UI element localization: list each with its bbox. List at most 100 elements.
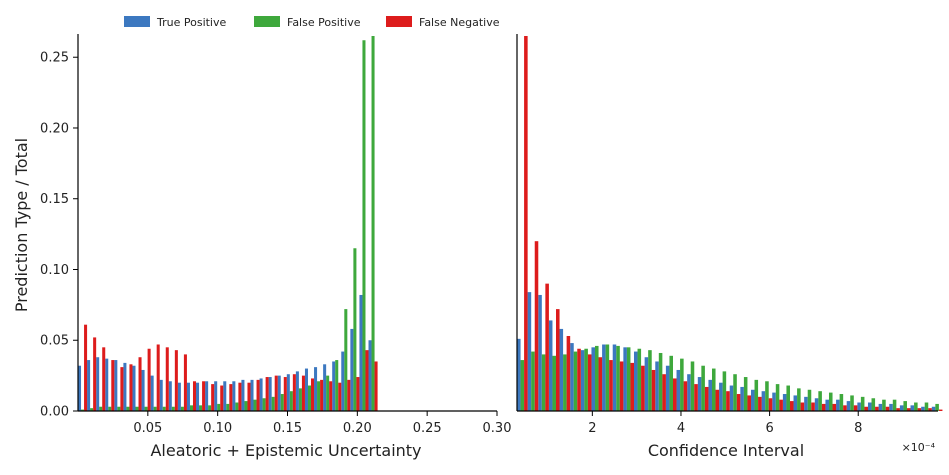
- left-bar-false-negative-14: [211, 384, 215, 411]
- right-bar-false-negative-21: [747, 395, 751, 411]
- right-bar-false-negative-15: [683, 381, 688, 411]
- left-bar-false-negative-20: [265, 377, 269, 411]
- right-bar-false-negative-19: [726, 391, 730, 411]
- right-bar-true-positive-16: [687, 374, 691, 411]
- left-bar-false-negative-24: [301, 375, 305, 411]
- left-bar-true-positive-0: [78, 365, 82, 411]
- left-bar-false-positive-31: [362, 40, 366, 411]
- right-bar-false-positive-37: [914, 402, 918, 411]
- right-bar-false-negative-35: [896, 408, 900, 411]
- right-bar-true-positive-25: [782, 394, 787, 411]
- right-bar-true-positive-9: [612, 344, 617, 411]
- right-bar-false-positive-13: [658, 352, 663, 411]
- right-bar-false-negative-29: [832, 403, 837, 411]
- right-bar-false-negative-34: [885, 406, 890, 411]
- right-bar-true-positive-18: [708, 379, 712, 411]
- right-bar-true-positive-3: [548, 320, 553, 411]
- right-bar-true-positive-20: [729, 385, 734, 411]
- left-bar-false-positive-2: [99, 406, 103, 411]
- left-bar-true-positive-12: [186, 382, 190, 411]
- left-bar-true-positive-16: [223, 381, 227, 411]
- right-bar-false-positive-10: [626, 347, 631, 411]
- left-bar-true-positive-30: [350, 328, 354, 411]
- left-bar-false-positive-23: [289, 391, 293, 411]
- left-x-tick-label-4: 0.25: [413, 421, 442, 436]
- left-bar-false-negative-30: [356, 377, 360, 411]
- right-bar-true-positive-7: [591, 347, 595, 411]
- right-bar-true-positive-22: [750, 389, 755, 411]
- right-bar-true-positive-17: [697, 377, 702, 411]
- right-bar-true-positive-38: [921, 406, 925, 411]
- left-bar-true-positive-28: [332, 361, 336, 411]
- left-bar-true-positive-15: [214, 381, 218, 411]
- left-bar-true-positive-1: [87, 360, 91, 411]
- right-bar-false-negative-36: [906, 408, 911, 411]
- right-bar-false-positive-11: [637, 348, 642, 411]
- y-tick-label-5: 0.25: [40, 51, 69, 66]
- left-bar-true-positive-14: [205, 381, 209, 411]
- left-bar-false-positive-28: [335, 360, 339, 411]
- y-tick-label-1: 0.05: [40, 334, 69, 349]
- right-bar-false-negative-30: [843, 405, 847, 411]
- left-x-tick-label-3: 0.20: [343, 421, 372, 436]
- right-x-tick-label-0: 2: [588, 421, 596, 436]
- left-x-tick-label-1: 0.10: [203, 421, 232, 436]
- right-bar-false-positive-28: [818, 391, 822, 411]
- left-bar-false-positive-4: [117, 406, 121, 411]
- right-bar-false-negative-9: [619, 361, 624, 411]
- right-bar-true-positive-35: [889, 403, 893, 411]
- left-bar-true-positive-26: [314, 367, 318, 411]
- right-bar-false-negative-5: [577, 348, 581, 411]
- left-bar-false-positive-9: [162, 406, 166, 411]
- left-bar-false-negative-23: [292, 374, 296, 411]
- right-bar-true-positive-30: [836, 399, 840, 411]
- right-bar-false-negative-18: [715, 389, 720, 411]
- right-bar-false-positive-39: [935, 403, 939, 411]
- right-bar-false-negative-12: [651, 369, 656, 411]
- left-bar-false-negative-13: [202, 381, 206, 411]
- right-bar-true-positive-4: [559, 328, 564, 411]
- left-x-tick-label-2: 0.15: [273, 421, 302, 436]
- right-bar-false-negative-26: [800, 402, 805, 411]
- right-bar-true-positive-21: [740, 386, 744, 411]
- y-axis-label: Prediction Type / Total: [12, 138, 31, 312]
- right-bar-true-positive-1: [527, 292, 532, 411]
- left-bar-false-negative-8: [156, 344, 160, 411]
- right-bar-false-positive-24: [775, 384, 780, 411]
- right-bar-false-negative-2: [545, 283, 549, 411]
- left-bar-true-positive-5: [123, 362, 127, 411]
- left-bar-false-positive-5: [126, 406, 130, 411]
- right-bar-false-positive-29: [828, 392, 833, 411]
- right-bar-false-negative-28: [821, 403, 826, 411]
- right-bar-false-negative-31: [853, 405, 858, 411]
- left-x-axis-label: Aleatoric + Epistemic Uncertainty: [150, 441, 421, 460]
- right-bar-false-positive-6: [584, 348, 588, 411]
- left-bar-false-positive-13: [199, 405, 203, 411]
- right-bar-false-positive-22: [754, 379, 759, 411]
- right-bar-false-negative-17: [704, 386, 709, 411]
- left-bar-true-positive-21: [268, 377, 272, 411]
- left-bar-true-positive-27: [323, 364, 327, 411]
- right-bar-true-positive-5: [570, 343, 574, 411]
- right-bar-false-negative-16: [694, 384, 698, 411]
- left-bar-false-positive-30: [353, 248, 357, 411]
- left-bar-false-negative-1: [93, 337, 97, 411]
- right-bar-true-positive-15: [676, 369, 681, 411]
- left-bar-false-positive-8: [153, 406, 157, 411]
- right-bar-false-positive-1: [531, 351, 535, 411]
- right-bar-true-positive-2: [538, 294, 542, 411]
- left-x-tick-label-5: 0.30: [483, 421, 512, 436]
- right-bar-false-positive-8: [605, 344, 610, 411]
- left-bar-false-positive-25: [307, 385, 312, 411]
- right-bar-true-positive-0: [517, 338, 521, 411]
- right-bar-false-positive-16: [690, 361, 695, 411]
- legend-label-false-positive: False Positive: [287, 16, 361, 29]
- left-bar-false-negative-26: [320, 379, 324, 411]
- left-bar-true-positive-8: [150, 375, 154, 411]
- left-bar-false-positive-22: [280, 394, 284, 411]
- right-bar-true-positive-27: [804, 396, 808, 411]
- right-bar-false-negative-6: [587, 354, 592, 411]
- right-bar-false-negative-39: [938, 409, 943, 411]
- right-bar-false-negative-33: [875, 406, 879, 411]
- left-bar-false-negative-15: [220, 385, 224, 411]
